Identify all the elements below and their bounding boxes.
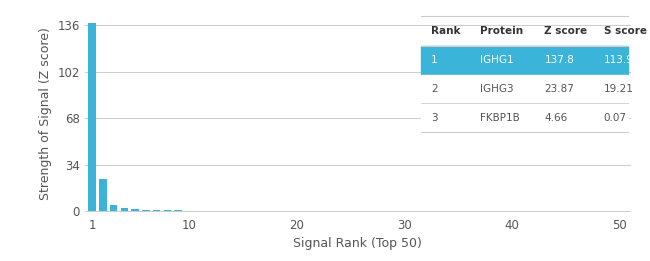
Text: IGHG3: IGHG3 xyxy=(480,84,514,94)
Bar xyxy=(121,209,128,211)
Bar xyxy=(164,210,171,211)
Y-axis label: Strength of Signal (Z score): Strength of Signal (Z score) xyxy=(39,27,52,200)
Text: Z score: Z score xyxy=(544,26,588,36)
Text: 2: 2 xyxy=(431,84,438,94)
Bar xyxy=(421,75,629,103)
Text: Rank: Rank xyxy=(431,26,461,36)
Bar xyxy=(131,209,139,211)
Text: 23.87: 23.87 xyxy=(544,84,574,94)
Bar xyxy=(153,210,161,211)
Bar xyxy=(99,179,107,211)
Text: 19.21: 19.21 xyxy=(604,84,634,94)
Text: FKBP1B: FKBP1B xyxy=(480,113,519,123)
Bar xyxy=(142,210,150,211)
Bar xyxy=(174,210,182,211)
Text: 113.93: 113.93 xyxy=(604,55,640,65)
Text: 137.8: 137.8 xyxy=(544,55,574,65)
Text: S score: S score xyxy=(604,26,647,36)
Text: 1: 1 xyxy=(431,55,438,65)
Bar xyxy=(110,205,118,211)
Bar xyxy=(88,23,96,211)
Text: IGHG1: IGHG1 xyxy=(480,55,514,65)
Text: 4.66: 4.66 xyxy=(544,113,567,123)
Text: Protein: Protein xyxy=(480,26,523,36)
Text: 3: 3 xyxy=(431,113,438,123)
X-axis label: Signal Rank (Top 50): Signal Rank (Top 50) xyxy=(293,238,422,251)
Bar xyxy=(421,103,629,132)
Text: 0.07: 0.07 xyxy=(604,113,627,123)
Bar xyxy=(421,46,629,75)
